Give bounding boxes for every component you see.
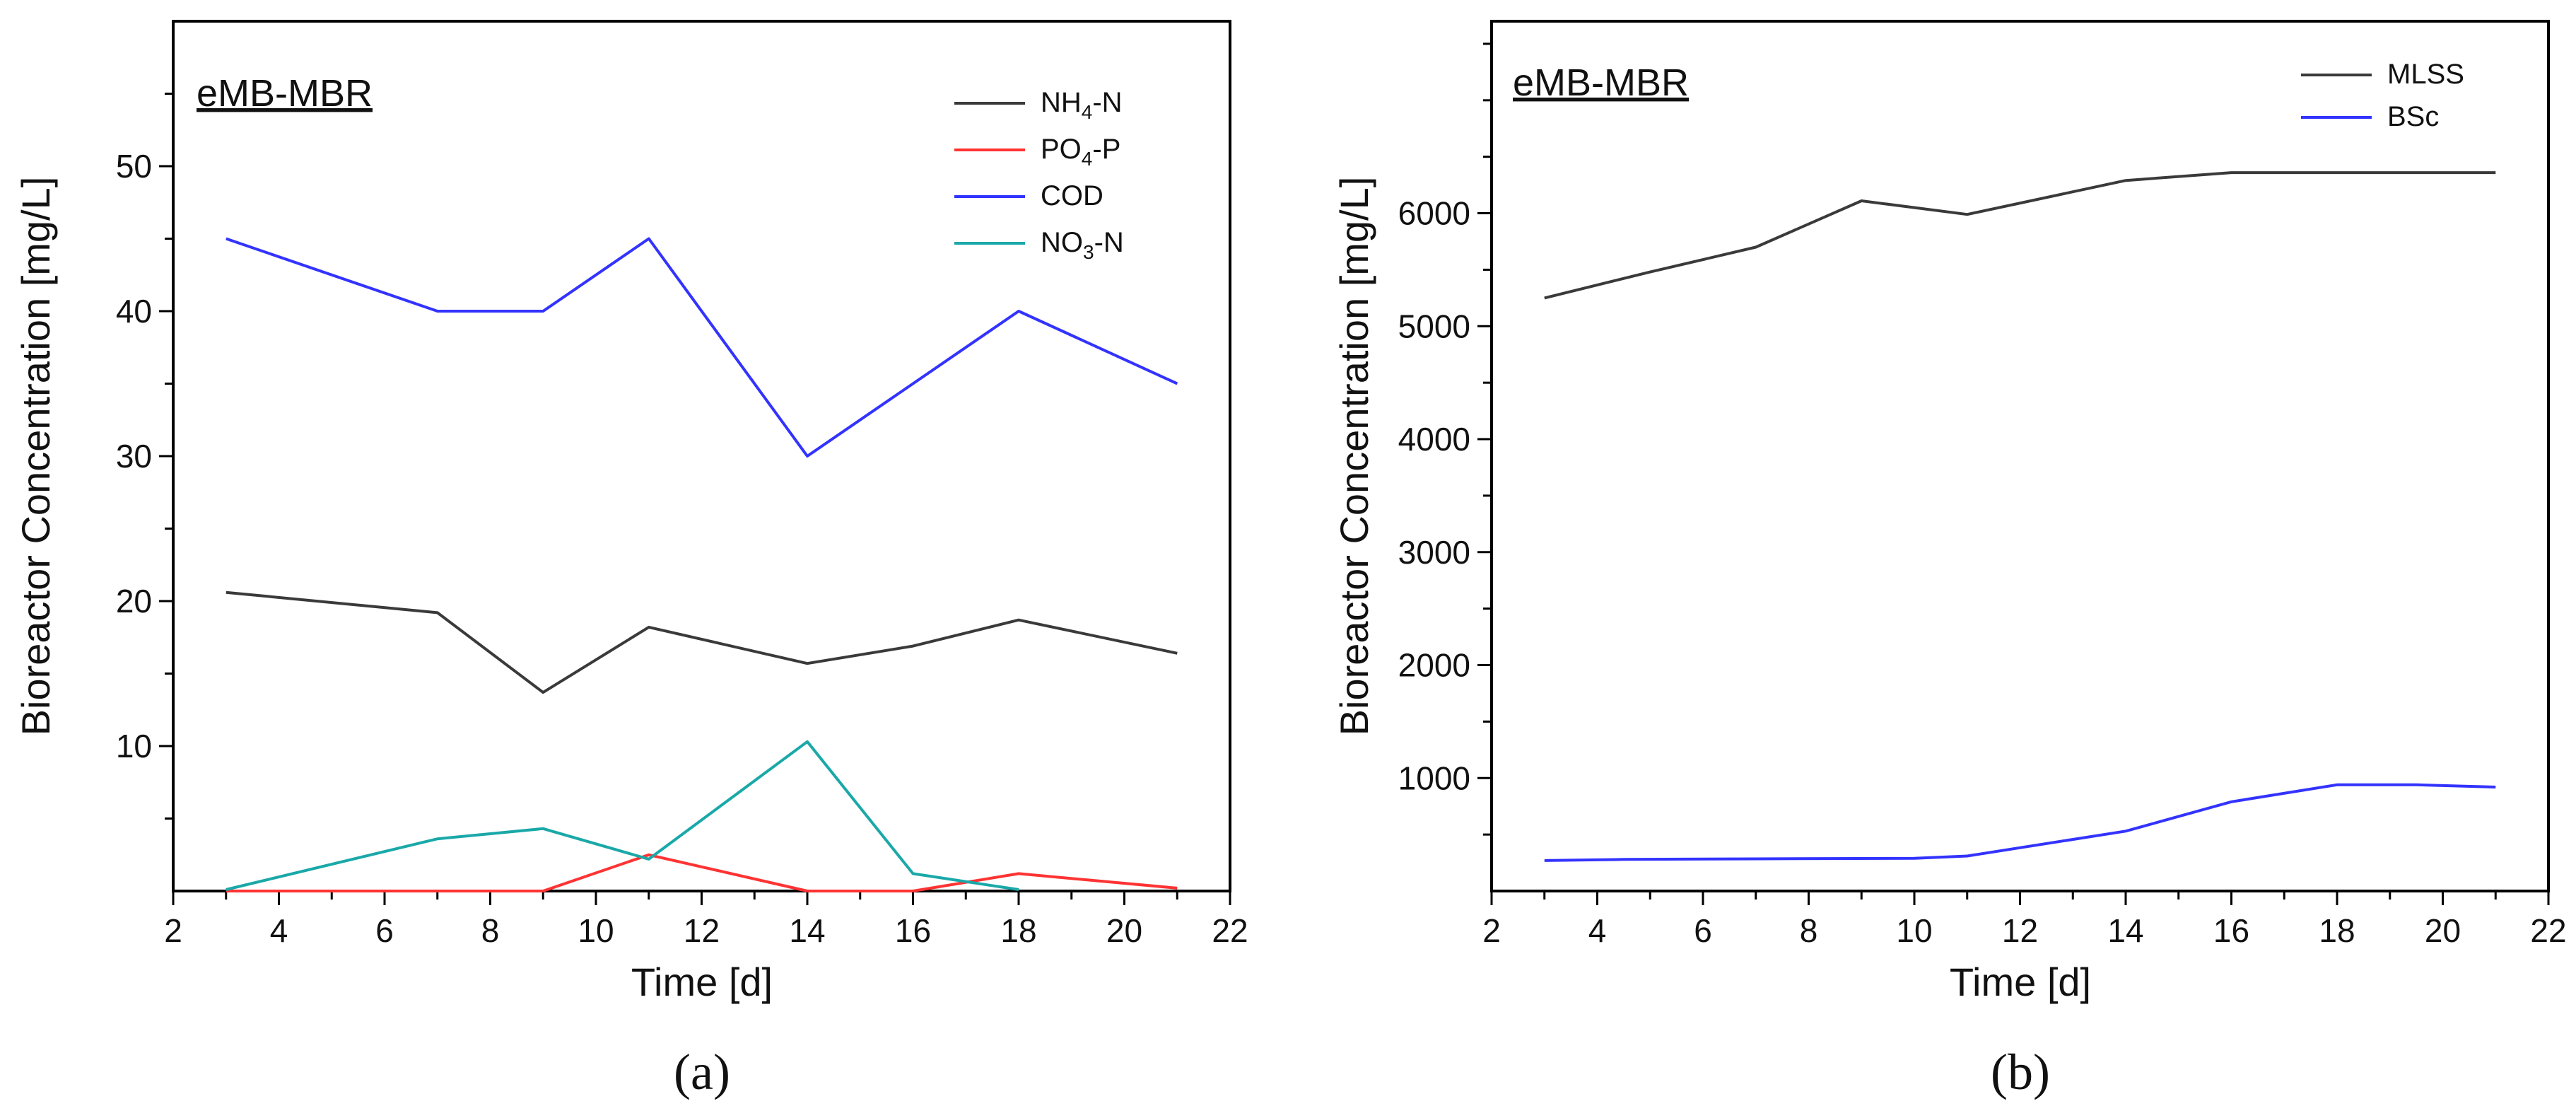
legend-label-bsc: BSc <box>2387 101 2439 132</box>
x-tick-label: 6 <box>375 912 394 949</box>
panel-b-legend: MLSS BSc <box>2301 59 2464 132</box>
series-line-no3-n <box>226 740 1019 891</box>
y-tick-label: 20 <box>116 583 152 619</box>
y-tick-label: 2000 <box>1398 647 1470 684</box>
y-tick-label: 5000 <box>1398 308 1470 344</box>
legend-label-mlss: MLSS <box>2387 59 2464 90</box>
panel-b-x-axis-title: Time [d] <box>1950 960 2091 1004</box>
x-tick-label: 12 <box>684 912 720 949</box>
panel-b-caption: (b) <box>1991 1044 2050 1100</box>
panel-b-plot-frame <box>1490 20 2550 892</box>
x-tick-label: 20 <box>1106 912 1142 949</box>
series-line-mlss <box>1544 171 2496 300</box>
panel-b-series-group <box>1544 171 2496 862</box>
x-tick-label: 4 <box>1588 912 1607 949</box>
x-tick-label: 22 <box>1212 912 1248 949</box>
x-tick-label: 14 <box>2107 912 2143 949</box>
legend-label-cod: COD <box>1041 180 1103 211</box>
series-line-cod <box>226 237 1178 458</box>
x-tick-label: 16 <box>895 912 931 949</box>
panel-b-y-axis: 1000 2000 3000 4000 5000 6000 <box>1398 42 1492 836</box>
series-line-bsc <box>1544 783 2496 862</box>
y-tick-label: 4000 <box>1398 421 1470 458</box>
y-tick-label: 3000 <box>1398 534 1470 571</box>
panel-a-title: eMB-MBR <box>197 72 373 115</box>
series-line-po4-p <box>226 853 1178 892</box>
x-tick-label: 6 <box>1694 912 1712 949</box>
y-tick-label: 10 <box>116 728 152 764</box>
panel-b-chart: eMB-MBR 2 4 6 8 10 12 14 16 18 20 22 1000 2000 3000 4… <box>1332 20 2567 1100</box>
panel-b-title: eMB-MBR <box>1513 62 1689 104</box>
y-tick-label: 40 <box>116 293 152 330</box>
series-line-nh4-n <box>226 590 1178 694</box>
legend-label-no3-n: NO3-N <box>1041 227 1124 263</box>
panel-b-x-axis: 2 4 6 8 10 12 14 16 18 20 22 <box>1482 891 2567 949</box>
x-tick-label: 14 <box>789 912 825 949</box>
panel-a-caption: (a) <box>674 1044 730 1100</box>
panel-a-chart: eMB-MBR 2 4 6 8 10 12 14 16 18 20 22 10 20 30 40 50 NH… <box>13 20 1248 1100</box>
legend-label-nh4-n: NH4-N <box>1041 87 1123 123</box>
panel-a-series-group <box>226 237 1178 892</box>
panel-a-x-axis-title: Time [d] <box>631 960 773 1004</box>
y-tick-label: 6000 <box>1398 195 1470 232</box>
y-tick-label: 30 <box>116 438 152 475</box>
x-tick-label: 12 <box>2002 912 2038 949</box>
y-tick-label: 50 <box>116 148 152 185</box>
x-tick-label: 8 <box>1800 912 1818 949</box>
x-tick-label: 22 <box>2530 912 2566 949</box>
x-tick-label: 4 <box>270 912 288 949</box>
x-tick-label: 18 <box>1000 912 1036 949</box>
panel-a-y-axis: 10 20 30 40 50 <box>116 93 173 820</box>
x-tick-label: 8 <box>481 912 500 949</box>
panel-a-legend: NH4-N PO4-P COD NO3-N <box>954 87 1124 263</box>
x-tick-label: 2 <box>164 912 182 949</box>
legend-label-po4-p: PO4-P <box>1041 134 1120 170</box>
x-tick-label: 2 <box>1482 912 1501 949</box>
x-tick-label: 18 <box>2319 912 2355 949</box>
panel-b-y-axis-title: Bioreactor Concentration [mg/L] <box>1332 177 1376 736</box>
x-tick-label: 10 <box>1896 912 1932 949</box>
panel-a-x-axis: 2 4 6 8 10 12 14 16 18 20 22 <box>164 891 1248 949</box>
x-tick-label: 10 <box>578 912 614 949</box>
x-tick-label: 16 <box>2213 912 2249 949</box>
x-tick-label: 20 <box>2425 912 2461 949</box>
panel-a-y-axis-title: Bioreactor Concentration [mg/L] <box>13 177 58 736</box>
y-tick-label: 1000 <box>1398 759 1470 796</box>
